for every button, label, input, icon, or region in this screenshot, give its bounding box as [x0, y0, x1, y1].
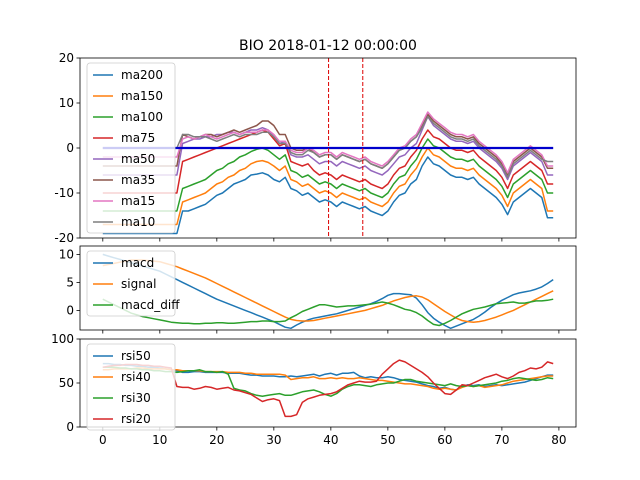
legend-rsi: rsi50 rsi40 rsi30 rsi20 — [86, 343, 176, 431]
legend-label-ma50: ma50 — [121, 152, 155, 166]
legend-label-ma10: ma10 — [121, 215, 155, 229]
x-tick-label: 20 — [209, 433, 224, 447]
legend-label-ma15: ma15 — [121, 194, 155, 208]
legend-label-ma100: ma100 — [121, 110, 163, 124]
panel-ma: -20-1001020ma200ma150ma100ma75ma50ma35ma… — [54, 51, 577, 245]
y-tick-label: 10 — [59, 96, 74, 110]
legend-box — [86, 250, 176, 317]
series-line-ma10 — [102, 115, 554, 179]
legend-label-ma150: ma150 — [121, 89, 163, 103]
plot-lines-rsi — [102, 359, 554, 418]
legend-label-rsi20: rsi20 — [121, 412, 151, 426]
legend-macd: macd signal macd_diff — [86, 250, 180, 317]
legend-label-rsi50: rsi50 — [121, 349, 151, 363]
y-tick-label: 0 — [66, 141, 74, 155]
y-tick-label: -10 — [54, 186, 74, 200]
y-tick-label: 20 — [59, 51, 74, 65]
legend-label-signal: signal — [121, 277, 157, 291]
y-tick-label: -20 — [54, 231, 74, 245]
series-line-ma200 — [102, 156, 554, 235]
series-line-ma15 — [102, 111, 554, 174]
x-tick-label: 40 — [323, 433, 338, 447]
series-line-ma100 — [102, 138, 554, 212]
x-tick-label: 80 — [551, 433, 566, 447]
y-tick-label: 0 — [66, 303, 74, 317]
legend-label-macd_diff: macd_diff — [121, 298, 180, 312]
series-line-ma75 — [102, 129, 554, 194]
x-tick-label: 30 — [266, 433, 281, 447]
series-line-macd_diff — [102, 298, 554, 327]
axes-frame-macd — [79, 245, 577, 331]
panels: -20-1001020ma200ma150ma100ma75ma50ma35ma… — [51, 51, 577, 447]
series-line-macd — [102, 253, 554, 330]
series-line-rsi30 — [102, 366, 554, 397]
legend-ma: ma200 ma150 ma100 ma75 ma50 ma35 ma15 ma10 — [86, 62, 176, 234]
y-tick-label: 0 — [66, 420, 74, 434]
x-tick-label: 70 — [494, 433, 509, 447]
legend-label-macd: macd — [121, 256, 154, 270]
series-line-ma150 — [102, 147, 554, 226]
series-line-signal — [102, 259, 554, 323]
legend-box — [86, 62, 176, 234]
legend-box — [86, 343, 176, 431]
legend-label-ma35: ma35 — [121, 173, 155, 187]
x-tick-label: 60 — [437, 433, 452, 447]
plot-lines-ma — [102, 58, 554, 238]
plot-lines-macd — [102, 253, 554, 330]
series-line-rsi50 — [102, 362, 554, 391]
legend-label-rsi40: rsi40 — [121, 370, 151, 384]
legend-label-ma200: ma200 — [121, 68, 163, 82]
x-tick-label: 50 — [380, 433, 395, 447]
x-tick-label: 10 — [152, 433, 167, 447]
chart-title: BIO 2018-01-12 00:00:00 — [239, 38, 417, 54]
legend-label-rsi30: rsi30 — [121, 391, 151, 405]
y-tick-label: 100 — [51, 332, 74, 346]
x-tick-label: 0 — [99, 433, 107, 447]
series-line-ma50 — [102, 115, 554, 181]
series-line-rsi20 — [102, 359, 554, 418]
y-tick-label: 10 — [59, 247, 74, 261]
y-tick-label: 5 — [66, 275, 74, 289]
panel-macd: 0 5 10 macd signal macd_diff — [59, 245, 577, 334]
y-tick-label: 50 — [59, 376, 74, 390]
legend-label-ma75: ma75 — [121, 131, 155, 145]
